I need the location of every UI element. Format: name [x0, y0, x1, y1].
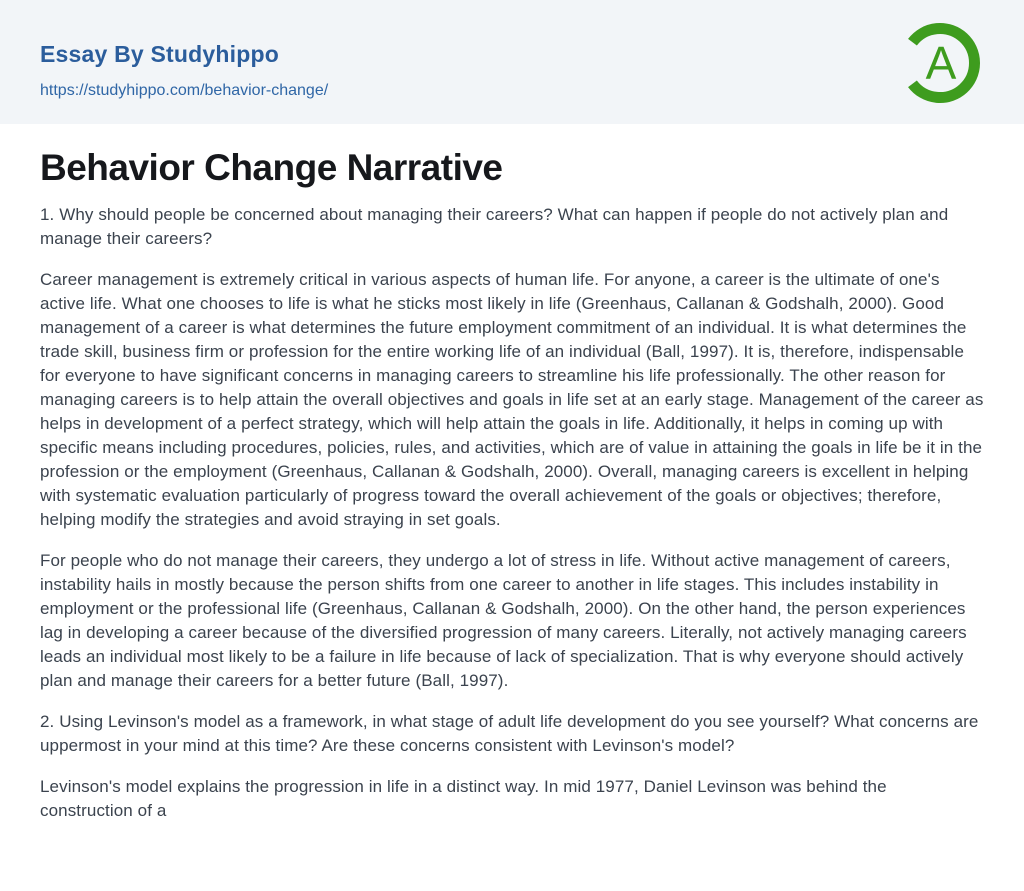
essay-paragraph-answer-1a: Career management is extremely critical …: [40, 270, 984, 529]
essay-paragraph-answer-1b: For people who do not manage their caree…: [40, 551, 967, 690]
logo-letter: A: [926, 37, 957, 89]
essay-paragraph-answer-2: Levinson's model explains the progressio…: [40, 777, 887, 820]
site-title-link[interactable]: Essay By Studyhippo: [40, 41, 279, 67]
header-banner: Essay By Studyhippo https://studyhippo.c…: [0, 0, 1024, 124]
studyhippo-logo-icon: A: [894, 17, 986, 109]
essay-content: Behavior Change Narrative 1. Why should …: [0, 124, 1024, 823]
header-text-block: Essay By Studyhippo https://studyhippo.c…: [40, 40, 328, 100]
essay-title: Behavior Change Narrative: [40, 147, 503, 188]
essay-url-link[interactable]: https://studyhippo.com/behavior-change/: [40, 82, 329, 99]
logo-arc-icon: A: [908, 23, 980, 103]
essay-paragraph-question-2: 2. Using Levinson's model as a framework…: [40, 712, 979, 755]
essay-paragraph-question-1: 1. Why should people be concerned about …: [40, 205, 949, 248]
